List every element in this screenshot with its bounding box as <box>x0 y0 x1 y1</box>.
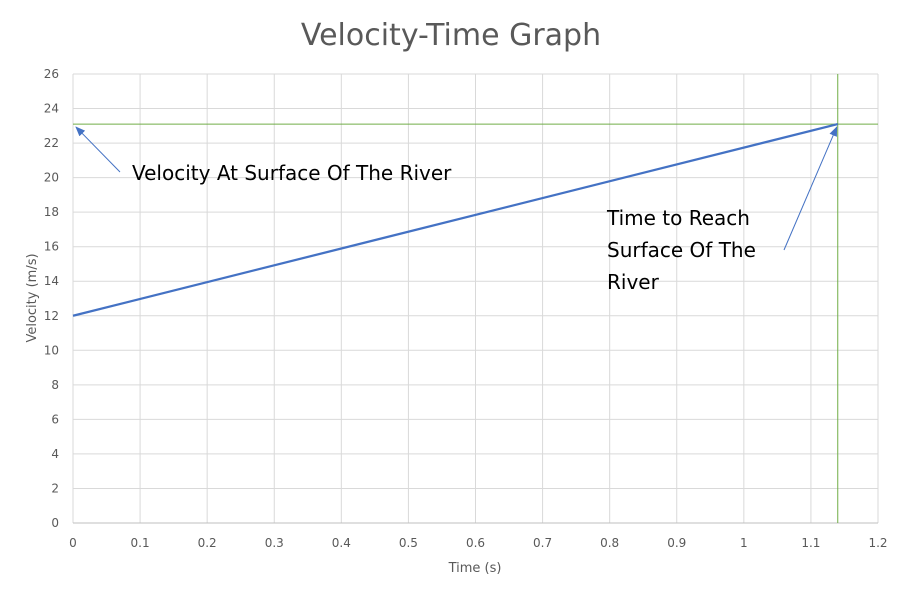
annotation-time-line-3: River <box>607 270 660 294</box>
y-tick-label: 18 <box>44 205 59 219</box>
gridlines <box>72 73 879 524</box>
annotation-arrow-velocity <box>75 126 121 173</box>
y-axis-label: Velocity (m/s) <box>25 253 40 342</box>
x-tick-labels: 0 0.1 0.2 0.3 0.4 0.5 0.6 0.7 0.8 0.9 1 1.1 1.2 <box>69 536 887 550</box>
y-tick-label: 6 <box>51 412 59 426</box>
annotation-arrow-time <box>783 126 838 251</box>
x-tick-label: 0.4 <box>332 536 351 550</box>
x-tick-label: 1 <box>740 536 748 550</box>
annotation-surface-velocity: Velocity At Surface Of The River <box>132 161 452 185</box>
y-tick-label: 4 <box>51 447 59 461</box>
chart-title: Velocity-Time Graph <box>301 18 601 53</box>
y-tick-label: 2 <box>51 481 59 495</box>
x-tick-label: 1.2 <box>868 536 887 550</box>
x-tick-label: 0.9 <box>667 536 686 550</box>
x-tick-label: 0.8 <box>600 536 619 550</box>
x-tick-label: 0.5 <box>399 536 418 550</box>
y-tick-label: 20 <box>44 171 59 185</box>
x-tick-label: 0 <box>69 536 77 550</box>
x-tick-label: 1.1 <box>801 536 820 550</box>
y-tick-label: 8 <box>51 378 59 392</box>
y-tick-label: 26 <box>44 67 59 81</box>
y-tick-label: 16 <box>44 240 59 254</box>
y-tick-label: 12 <box>44 309 59 323</box>
x-tick-label: 0.1 <box>131 536 150 550</box>
annotations: Velocity At Surface Of The River Time to… <box>75 126 838 294</box>
y-tick-label: 22 <box>44 136 59 150</box>
reference-lines <box>73 74 878 523</box>
annotation-time-line-1: Time to Reach <box>606 206 750 230</box>
x-tick-label: 0.6 <box>466 536 485 550</box>
annotation-time-line-2: Surface Of The <box>607 238 756 262</box>
x-tick-label: 0.3 <box>265 536 284 550</box>
series-group <box>72 122 839 317</box>
y-tick-label: 0 <box>51 516 59 530</box>
x-tick-label: 0.7 <box>533 536 552 550</box>
x-axis-label: Time (s) <box>448 561 502 576</box>
x-tick-label: 0.2 <box>198 536 217 550</box>
series-line-velocity <box>72 122 839 317</box>
y-tick-label: 14 <box>44 274 59 288</box>
y-tick-label: 24 <box>44 102 59 116</box>
y-tick-label: 10 <box>44 343 59 357</box>
